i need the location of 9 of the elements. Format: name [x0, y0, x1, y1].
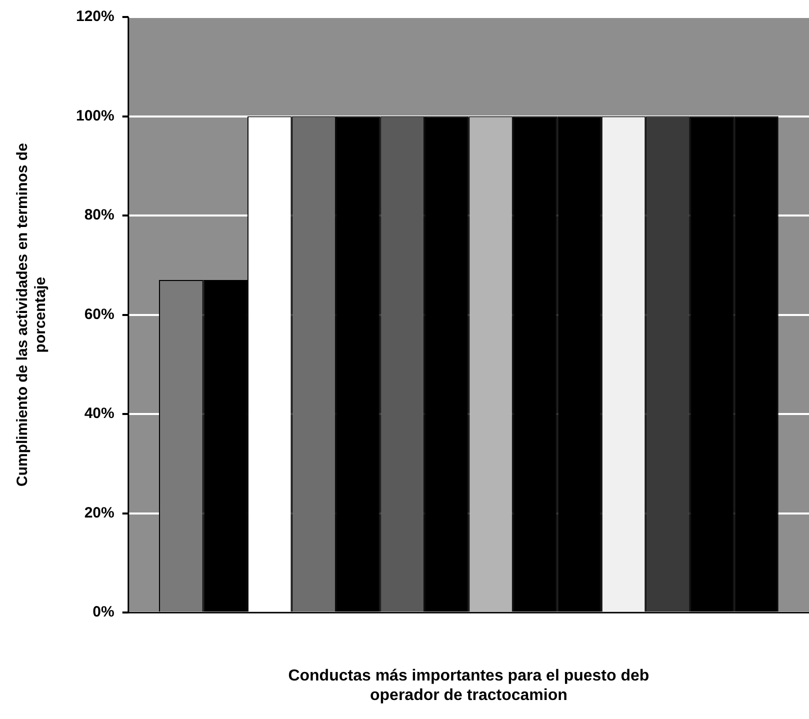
- y-tick-label: 120%: [76, 8, 114, 26]
- y-tick-label: 80%: [84, 206, 114, 224]
- y-tick-label: 100%: [76, 107, 114, 124]
- y-axis-title: Cumplimiento de las actividades en terminos de porcentaje: [14, 143, 50, 487]
- y-tick-label: 0%: [92, 604, 114, 621]
- x-axis-title: Conductas más importantes para el puesto deb operador de tractocamion: [288, 668, 650, 704]
- y-tick-label: 40%: [84, 405, 114, 422]
- y-tick-label: 20%: [84, 504, 114, 522]
- y-tick-label: 60%: [84, 306, 114, 323]
